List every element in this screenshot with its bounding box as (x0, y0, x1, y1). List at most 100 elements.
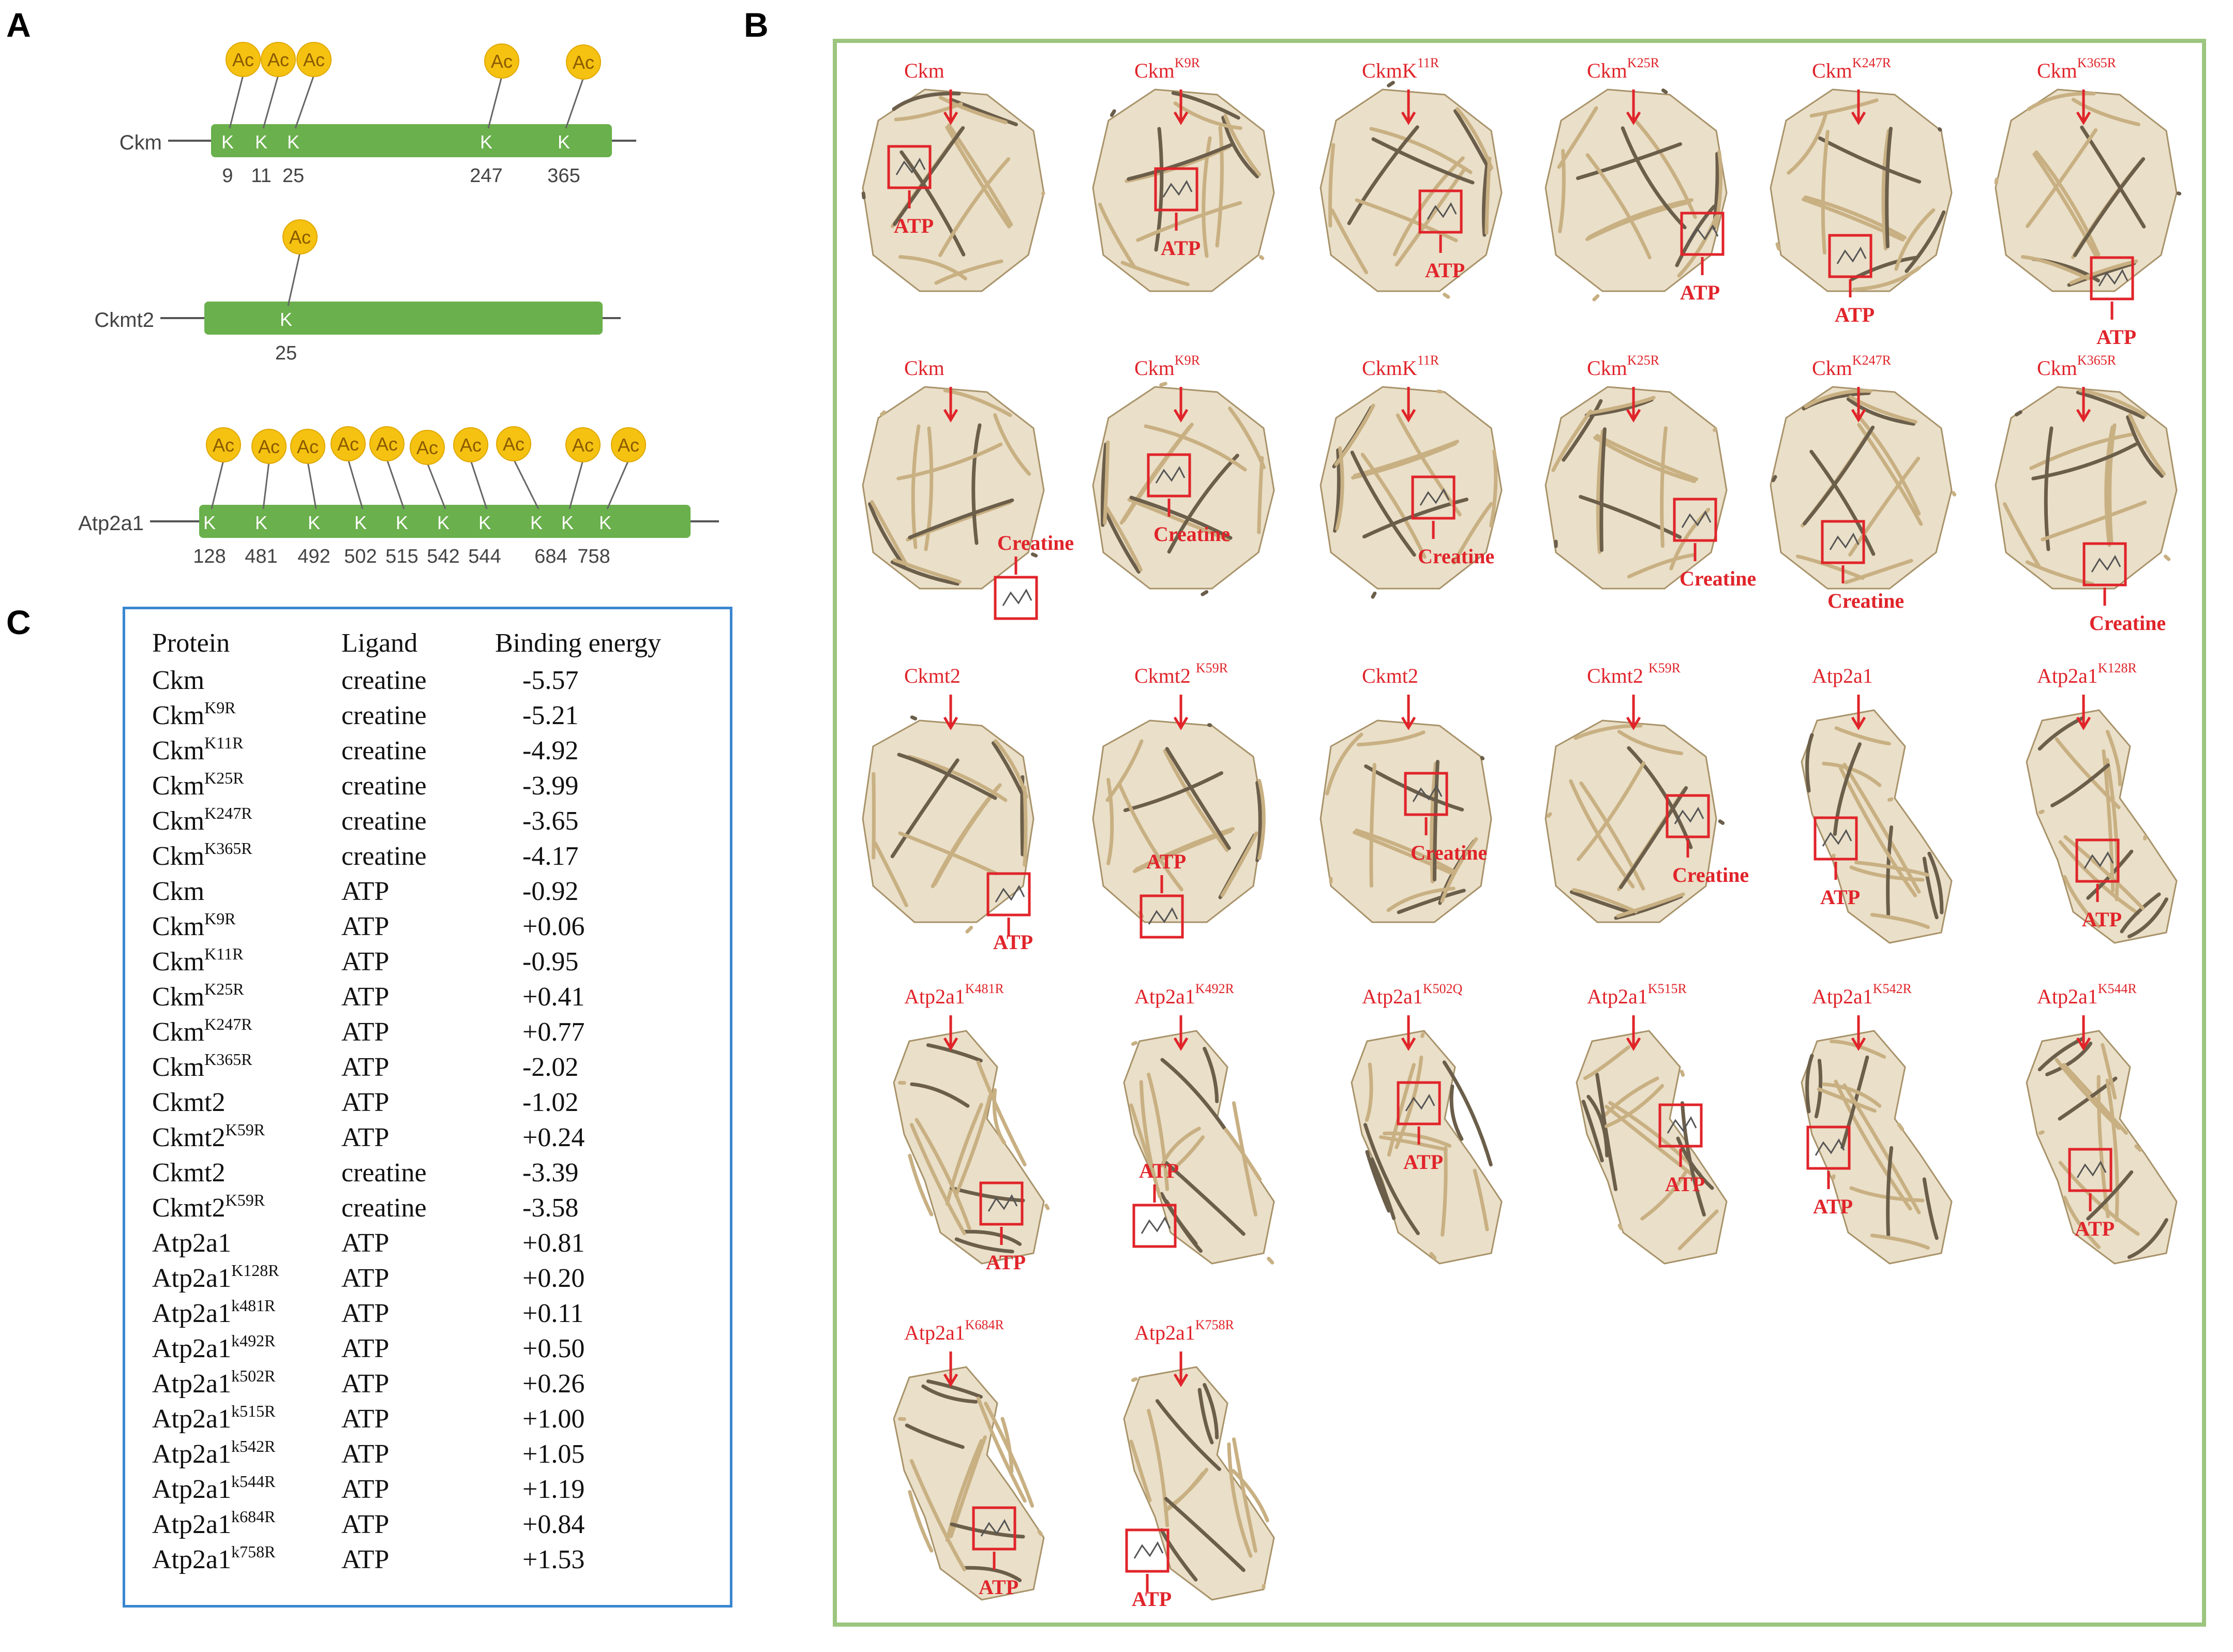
ligand-molecule (1412, 784, 1443, 802)
ligand-molecule (1822, 829, 1852, 847)
secondary-structure (1994, 177, 1999, 185)
acetyl-link-line (229, 74, 244, 129)
secondary-structure (1440, 837, 1478, 903)
protein-backbone (1995, 386, 2178, 590)
secondary-structure (1617, 730, 1683, 756)
ligand-molecule (1681, 510, 1712, 528)
protein-structure (1576, 1030, 1728, 1265)
mutation-superscript: K9R (204, 698, 236, 717)
structure-label: CkmK365R (2037, 353, 2116, 380)
secondary-structure (1831, 853, 1836, 860)
protein-backbone (1123, 1030, 1275, 1265)
secondary-structure (1347, 125, 1419, 226)
protein-cell: CkmK247R (152, 1015, 252, 1047)
secondary-structure (1771, 475, 1777, 483)
secondary-structure (1569, 890, 1636, 916)
secondary-structure (1854, 860, 1930, 877)
docking-cell: CkmK11R Creatine (1305, 353, 1512, 645)
secondary-structure (1586, 396, 1656, 415)
secondary-structure (1258, 255, 1265, 260)
secondary-structure (1432, 760, 1440, 882)
protein-arrow (1173, 1015, 1189, 1051)
ligand-cell: creatine (341, 806, 427, 836)
secondary-structure (1905, 210, 1946, 273)
docking-structure-svg (1545, 695, 1725, 923)
lysine-mark: K (558, 131, 570, 153)
protein-arrow (1626, 1015, 1641, 1051)
secondary-structure (2026, 128, 2098, 228)
ligand-label: ATP (1665, 1173, 1705, 1196)
secondary-structure (962, 1566, 1022, 1582)
structure-label: Atp2a1K481R (904, 981, 1004, 1009)
secondary-structure (1951, 491, 1957, 497)
docking-structure-svg (1123, 1015, 1275, 1265)
protein-arrow (2076, 89, 2091, 125)
secondary-structure (992, 1088, 1007, 1145)
acetyl-bubble (565, 427, 601, 462)
docking-cell: CkmK365R ATP (1980, 55, 2187, 349)
structure-mutation: K25R (1627, 353, 1659, 368)
binding-energy-cell: +1.53 (522, 1545, 585, 1574)
ligand-label: ATP (1680, 281, 1720, 304)
secondary-structure (1887, 797, 1894, 802)
secondary-structure (1353, 440, 1459, 478)
secondary-structure (1870, 1234, 1930, 1250)
protein-cell: CkmK25R (152, 980, 244, 1012)
acetyl-link-line (606, 460, 630, 509)
binding-energy-cell: -3.99 (522, 771, 579, 801)
protein-base: Ckm (152, 842, 205, 871)
secondary-structure (1104, 506, 1143, 572)
ligand-label: ATP (2096, 325, 2137, 349)
mutation-superscript: K365R (204, 1050, 252, 1069)
secondary-structure (1821, 130, 1830, 255)
docking-cell: CkmK365R Creatine (1980, 353, 2187, 645)
protein-arrow (1173, 387, 1189, 423)
structure-mutation: K59R (1195, 660, 1228, 675)
protein-structure (1545, 386, 1728, 590)
secondary-structure (976, 1060, 1027, 1167)
structure-mutation: K515R (1647, 981, 1687, 996)
protein-arrow (1626, 89, 1641, 125)
structure-label: Ckm (904, 356, 945, 380)
secondary-structure (1103, 440, 1110, 525)
binding-energy-cell: +1.05 (522, 1439, 585, 1469)
ligand-molecule (1162, 179, 1193, 198)
ligand-cell: ATP (341, 1228, 389, 1258)
acetyl-link-line (426, 462, 446, 509)
protein-cell: CkmK365R (152, 839, 252, 872)
protein-structure (2026, 709, 2178, 944)
secondary-structure (1160, 1058, 1226, 1130)
protein-structure (1092, 719, 1266, 923)
site-number: 542 (427, 546, 459, 567)
protein-arrow (943, 89, 958, 125)
ligand-label: Creatine (1418, 545, 1495, 568)
ligand-label: ATP (894, 214, 934, 237)
secondary-structure (896, 442, 1003, 480)
protein-backbone (862, 719, 1035, 923)
protein-structure (1801, 709, 1953, 944)
site-number: 25 (275, 342, 297, 364)
protein-base: Ckm (152, 982, 205, 1012)
secondary-structure (1640, 1170, 1688, 1221)
protein-cell: CkmK365R (152, 1050, 252, 1083)
docking-structure-svg (1995, 386, 2178, 606)
site-number: 684 (534, 546, 567, 567)
secondary-structure (934, 259, 1003, 285)
secondary-structure (954, 1237, 1014, 1254)
secondary-structure (926, 1043, 983, 1063)
binding-energy-cell: +0.06 (522, 912, 585, 941)
secondary-structure (2134, 1144, 2142, 1152)
secondary-structure (1822, 761, 1882, 787)
ligand-box (1418, 189, 1463, 234)
protein-bar (204, 302, 603, 335)
protein-base: Atp2a1 (152, 1545, 232, 1574)
secondary-structure (1809, 98, 1879, 118)
structure-mutation: K758R (1195, 1317, 1234, 1332)
secondary-structure (1163, 749, 1229, 852)
secondary-structure (909, 1459, 966, 1572)
secondary-structure (1369, 763, 1376, 888)
docking-structure-svg (1545, 88, 1728, 302)
acetyl-bubble (369, 426, 404, 461)
secondary-structure (1834, 726, 1891, 746)
secondary-structure (2108, 423, 2117, 545)
